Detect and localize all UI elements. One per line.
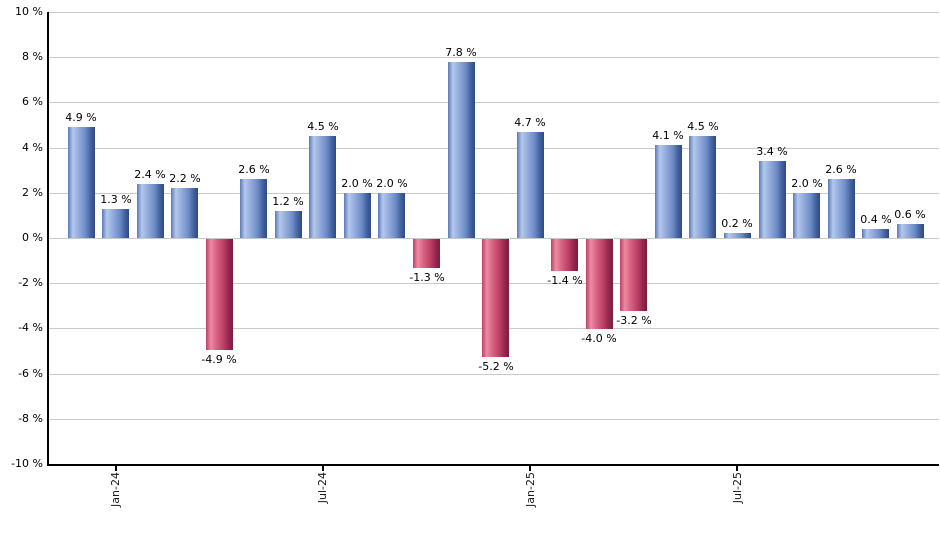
y-axis-label: 8 % [22, 50, 43, 63]
y-axis-label: -2 % [18, 276, 43, 289]
bar-value-label: 4.5 % [307, 120, 339, 133]
y-axis-label: -6 % [18, 367, 43, 380]
bar [171, 188, 198, 238]
bar-value-label: 4.7 % [514, 116, 546, 129]
bar [68, 127, 95, 238]
bar-value-label: 2.4 % [134, 168, 166, 181]
x-tick-label: Jul-24 [316, 472, 329, 504]
bar [862, 229, 889, 238]
bar [551, 239, 578, 271]
bar-value-label: 2.0 % [376, 177, 408, 190]
bar [759, 161, 786, 238]
bar [689, 136, 716, 238]
bar [102, 209, 129, 238]
y-gridline [48, 12, 939, 13]
bar [240, 179, 267, 238]
bar [828, 179, 855, 238]
bar-value-label: 7.8 % [445, 46, 477, 59]
y-axis-label: -8 % [18, 412, 43, 425]
x-tick-label: Jan-25 [524, 472, 537, 507]
bar-value-label: 2.6 % [825, 163, 857, 176]
bar [897, 224, 924, 238]
bar [482, 239, 509, 357]
y-axis-label: 2 % [22, 186, 43, 199]
bar [724, 233, 751, 238]
bar-value-label: 0.6 % [894, 208, 926, 221]
y-gridline [48, 148, 939, 149]
y-gridline [48, 57, 939, 58]
bar-value-label: -1.3 % [409, 271, 445, 284]
bar [275, 211, 302, 238]
x-tick [736, 466, 738, 471]
bar [344, 193, 371, 238]
bar-value-label: 4.1 % [652, 129, 684, 142]
bar [517, 132, 544, 238]
y-axis-label: 0 % [22, 231, 43, 244]
bar-value-label: -1.4 % [547, 274, 583, 287]
bar [448, 62, 475, 238]
x-tick [115, 466, 117, 471]
y-gridline [48, 419, 939, 420]
y-gridline [48, 102, 939, 103]
bar-value-label: 1.2 % [272, 195, 304, 208]
bar [655, 145, 682, 238]
bar-value-label: -4.0 % [581, 332, 617, 345]
bar [620, 239, 647, 311]
bar-value-label: 3.4 % [756, 145, 788, 158]
bar-value-label: 0.4 % [860, 213, 892, 226]
bar [137, 184, 164, 238]
bar-value-label: -4.9 % [201, 353, 237, 366]
bar [309, 136, 336, 238]
bar [206, 239, 233, 350]
bar [413, 239, 440, 268]
bar-value-label: 2.6 % [238, 163, 270, 176]
y-axis-label: 4 % [22, 141, 43, 154]
y-gridline [48, 193, 939, 194]
x-tick [529, 466, 531, 471]
bar-value-label: 2.0 % [341, 177, 373, 190]
bar [586, 239, 613, 329]
y-gridline [48, 374, 939, 375]
y-axis-label: -10 % [11, 457, 43, 470]
x-tick-label: Jul-25 [731, 472, 744, 504]
x-axis [47, 464, 939, 466]
bar-value-label: -5.2 % [478, 360, 514, 373]
bar [793, 193, 820, 238]
bar-value-label: 1.3 % [100, 193, 132, 206]
bar [378, 193, 405, 238]
y-axis-label: -4 % [18, 321, 43, 334]
bar-value-label: 4.5 % [687, 120, 719, 133]
bar-value-label: 0.2 % [721, 217, 753, 230]
y-axis-label: 10 % [15, 5, 43, 18]
y-axis-label: 6 % [22, 95, 43, 108]
bar-value-label: 2.2 % [169, 172, 201, 185]
bar-value-label: 2.0 % [791, 177, 823, 190]
bar-value-label: 4.9 % [65, 111, 97, 124]
x-tick [322, 466, 324, 471]
y-axis [47, 12, 49, 466]
y-gridline [48, 238, 939, 239]
x-tick-label: Jan-24 [109, 472, 122, 507]
bar-value-label: -3.2 % [616, 314, 652, 327]
